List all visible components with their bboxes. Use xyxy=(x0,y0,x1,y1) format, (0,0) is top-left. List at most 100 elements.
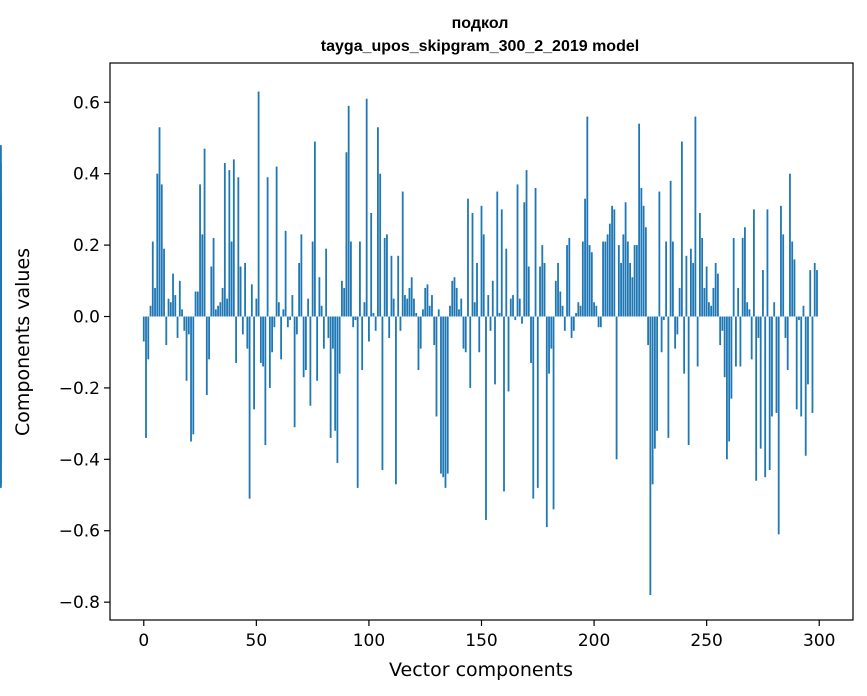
bar-187 xyxy=(563,316,566,331)
bar-240 xyxy=(683,316,686,374)
bar-170 xyxy=(525,170,528,317)
bar-112 xyxy=(395,316,397,485)
bar-298 xyxy=(813,262,816,317)
bar-45 xyxy=(244,262,246,317)
bar-243 xyxy=(689,248,692,317)
bar-122 xyxy=(417,316,420,371)
bar-0 xyxy=(142,316,145,342)
bar-76 xyxy=(313,141,316,317)
bar-118 xyxy=(408,287,411,317)
bar-270 xyxy=(750,316,753,360)
bar-120 xyxy=(413,298,415,317)
bar-237 xyxy=(676,316,679,335)
bar-93 xyxy=(352,316,355,328)
bar-123 xyxy=(419,316,422,349)
bar-174 xyxy=(534,187,537,317)
bar-105 xyxy=(379,173,382,317)
bar-47 xyxy=(248,316,251,499)
bar-82 xyxy=(327,316,330,338)
bar-164 xyxy=(512,295,514,317)
bar-42 xyxy=(237,177,240,317)
bar-252 xyxy=(710,305,713,317)
bar-260 xyxy=(728,316,731,442)
bar-61 xyxy=(280,316,283,360)
bar-291 xyxy=(798,316,800,321)
y-tick-label: 0.6 xyxy=(73,93,100,113)
bar-6 xyxy=(156,173,159,317)
bar-144 xyxy=(467,198,469,317)
bar-58 xyxy=(273,316,276,328)
bar-7 xyxy=(158,127,161,317)
bar-197 xyxy=(586,116,589,317)
bar-271 xyxy=(753,209,755,317)
x-axis-label: Vector components xyxy=(389,659,573,681)
bar-63 xyxy=(284,230,287,317)
bar-108 xyxy=(386,234,388,317)
bar-8 xyxy=(160,184,163,317)
bar-52 xyxy=(259,316,262,363)
bar-169 xyxy=(523,202,526,317)
bar-231 xyxy=(662,316,665,321)
bar-55 xyxy=(266,177,269,317)
bar-196 xyxy=(584,198,586,317)
y-tick-label: −0.4 xyxy=(59,450,100,470)
bar-132 xyxy=(440,316,442,474)
bar-293 xyxy=(802,305,805,317)
bar-5 xyxy=(154,287,156,317)
bar-157 xyxy=(496,191,499,317)
bar-57 xyxy=(271,316,274,353)
bar-113 xyxy=(397,255,400,317)
bar-190 xyxy=(570,316,573,338)
bar-173 xyxy=(532,316,535,499)
bar-223 xyxy=(644,227,647,317)
bar-215 xyxy=(626,241,629,317)
bar-39 xyxy=(230,241,233,317)
bar-156 xyxy=(494,316,496,385)
x-tick-label: 150 xyxy=(465,631,497,651)
x-tick-label: 300 xyxy=(803,631,835,651)
bar-43 xyxy=(239,266,242,317)
bar-143 xyxy=(464,316,467,353)
bar-234 xyxy=(669,180,672,317)
bar-200 xyxy=(593,302,595,317)
bar-78 xyxy=(318,277,321,317)
bar-undefined xyxy=(0,316,2,485)
bar-284 xyxy=(782,234,785,317)
bar-121 xyxy=(415,312,418,317)
bar-116 xyxy=(404,295,406,317)
bar-119 xyxy=(410,277,413,317)
bar-33 xyxy=(217,305,219,317)
bar-276 xyxy=(764,316,767,478)
bar-176 xyxy=(539,266,541,317)
bar-134 xyxy=(444,316,447,488)
bar-165 xyxy=(514,316,517,321)
bar-20 xyxy=(187,316,190,335)
bar-81 xyxy=(325,248,328,317)
bar-86 xyxy=(336,316,339,463)
bar-168 xyxy=(521,316,523,324)
bar-98 xyxy=(363,302,366,317)
bar-222 xyxy=(642,205,645,317)
bar-133 xyxy=(442,316,445,478)
bar-202 xyxy=(597,316,600,328)
bar-178 xyxy=(543,262,546,317)
bar-25 xyxy=(199,184,201,317)
bar-218 xyxy=(633,245,636,317)
bar-21 xyxy=(190,316,192,442)
bar-3 xyxy=(149,305,152,317)
bar-83 xyxy=(329,316,332,438)
bar-287 xyxy=(789,173,791,317)
bar-171 xyxy=(527,266,530,317)
bar-2 xyxy=(147,316,150,360)
bar-95 xyxy=(356,316,359,488)
bar-185 xyxy=(559,291,562,317)
bar-280 xyxy=(773,302,776,317)
bar-85 xyxy=(334,316,337,431)
bar-216 xyxy=(629,262,631,317)
bar-48 xyxy=(250,284,253,317)
bar-257 xyxy=(721,316,724,331)
bar-233 xyxy=(667,316,670,438)
bar-13 xyxy=(172,273,174,317)
bar-38 xyxy=(228,170,231,317)
